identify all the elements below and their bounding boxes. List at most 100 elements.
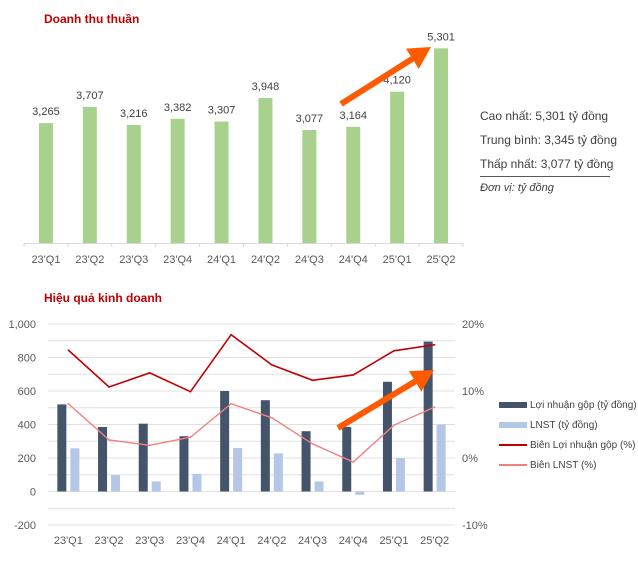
left-y-tick-label: 600 [18,386,36,398]
left-y-tick-label: 400 [18,420,36,432]
performance-x-tick-label: 23'Q3 [135,535,164,547]
net-profit-bar [395,458,405,492]
performance-x-tick-label: 24'Q1 [217,535,246,547]
revenue-x-tick-label: 23'Q4 [163,254,192,266]
right-y-tick-label: 20% [462,319,484,331]
revenue-x-tick-label: 24'Q3 [295,254,324,266]
net-margin-point [393,424,395,426]
net-profit-bar [314,481,324,492]
net-profit-bar [355,491,365,495]
gross-margin-point [352,374,355,376]
legend-item-gross-profit: Lợi nhuận gộp (tỷ đồng) [499,395,637,415]
legend-swatch [499,444,527,446]
gross-margin-point [67,349,70,351]
revenue-value-label: 3,265 [32,106,60,118]
left-y-tick-label: 0 [30,487,36,499]
performance-x-tick-label: 24'Q2 [257,535,286,547]
gross-margin-point [393,350,395,352]
legend-label: Lợi nhuận gộp (tỷ đồng) [530,399,637,411]
revenue-value-label: 3,164 [339,110,367,122]
performance-x-tick-label: 25'Q1 [379,535,408,547]
gross-margin-point [271,364,273,366]
revenue-bar [346,126,361,243]
revenue-bar [390,91,405,243]
net-margin-point [433,406,436,408]
revenue-x-tick-label: 24'Q4 [339,254,368,266]
net-margin-point [230,402,232,405]
revenue-value-label: 3,307 [208,105,236,117]
net-margin-point [311,443,314,445]
net-margin-line [67,402,435,463]
performance-x-tick-label: 23'Q4 [176,535,205,547]
net-profit-bar [111,475,121,492]
revenue-x-tick-label: 25'Q1 [383,254,412,266]
net-margin-point [108,439,110,441]
performance-trend-arrow-shaft [336,378,417,431]
net-margin-point [67,402,70,405]
performance-x-tick-label: 25'Q2 [420,535,449,547]
legend-label: Biên Lợi nhuận gộp (%) [530,439,636,451]
stat-average: Trung bình: 3,345 tỷ đồng [480,133,617,147]
gross-profit-bar [423,341,433,492]
revenue-stats: Cao nhất: 5,301 tỷ đồng Trung bình: 3,34… [480,104,617,199]
performance-x-tick-label: 24'Q4 [339,535,368,547]
revenue-value-label: 3,382 [164,102,192,114]
legend-swatch [499,422,527,428]
performance-x-tick-label: 24'Q3 [298,535,327,547]
revenue-x-tick-label: 24'Q2 [251,254,280,266]
revenue-bar [38,123,53,243]
revenue-value-label: 3,707 [76,90,104,102]
gross-profit-bar [179,436,189,492]
gross-margin-point [148,372,151,374]
performance-x-tick-label: 23'Q1 [54,535,83,547]
gross-profit-bar [301,431,311,492]
gross-margin-point [108,386,110,388]
gross-margin-point [230,333,232,336]
performance-chart-title: Hiệu quả kinh doanh [44,291,163,305]
revenue-value-label: 4,120 [383,75,411,87]
gross-margin-point [311,379,314,382]
gross-profit-bar [57,404,67,492]
revenue-x-tick-label: 24'Q1 [207,254,236,266]
gross-profit-bar [98,427,108,492]
revenue-value-label: 5,301 [427,31,455,43]
net-profit-bar [233,447,243,492]
revenue-trend-arrow-head [405,47,431,69]
left-y-tick-label: -200 [14,520,36,532]
stat-low: Thấp nhất: 3,077 tỷ đồng [480,152,613,177]
revenue-x-tick-label: 25'Q2 [427,254,456,266]
revenue-value-label: 3,948 [252,81,280,93]
revenue-bar [82,106,97,243]
net-margin-point [271,417,273,419]
legend-item-net-margin: Biên LNST (%) [499,455,637,475]
left-y-tick-label: 1,000 [8,319,36,331]
performance-trend-arrow-head [408,370,434,392]
gross-margin-point [189,390,192,393]
right-y-tick-label: 0% [462,453,478,465]
net-profit-bar [70,448,80,492]
revenue-bar [170,118,185,243]
net-margin-point [189,436,192,439]
revenue-value-label: 3,077 [296,113,324,125]
performance-x-tick-label: 23'Q2 [95,535,124,547]
net-margin-point [352,461,355,463]
legend-item-gross-margin: Biên Lợi nhuận gộp (%) [499,435,637,455]
revenue-bar [126,124,141,243]
net-profit-bar [192,473,202,492]
revenue-bar [302,129,317,243]
left-y-tick-label: 800 [18,353,36,365]
gross-profit-bar [260,400,270,492]
revenue-chart-title: Doanh thu thuần [44,12,140,26]
revenue-value-label: 3,216 [120,108,148,120]
legend-label: Biên LNST (%) [530,459,597,471]
legend-item-net-profit: LNST (tỷ đồng) [499,415,637,435]
net-profit-bar [273,453,283,492]
legend-label: LNST (tỷ đồng) [530,419,598,431]
legend-swatch [499,464,527,466]
gross-profit-bar [138,423,148,492]
revenue-bar [434,48,449,243]
revenue-bar [214,121,229,243]
stat-unit: Đơn vị: tỷ đồng [480,182,554,194]
net-profit-bar [151,481,161,492]
